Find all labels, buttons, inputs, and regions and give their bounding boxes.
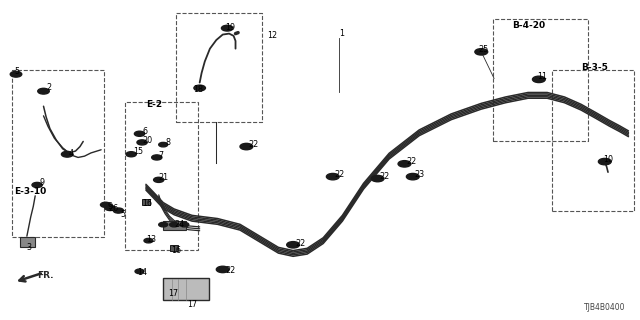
- Text: B-4-20: B-4-20: [512, 21, 545, 30]
- Text: 16: 16: [142, 199, 152, 208]
- Text: 1: 1: [339, 29, 344, 38]
- Text: 9: 9: [40, 178, 45, 187]
- Text: 19: 19: [225, 23, 236, 32]
- Circle shape: [194, 85, 205, 91]
- Circle shape: [371, 175, 384, 182]
- Text: 22: 22: [406, 157, 417, 166]
- Text: 26: 26: [109, 204, 119, 213]
- Circle shape: [144, 238, 153, 243]
- Text: 25: 25: [479, 45, 489, 54]
- Bar: [552, 70, 634, 211]
- Circle shape: [61, 151, 73, 157]
- Text: 22: 22: [225, 266, 236, 275]
- Text: 6: 6: [142, 127, 147, 136]
- Text: 5: 5: [14, 68, 19, 76]
- Text: 8: 8: [165, 138, 170, 147]
- Text: 22: 22: [334, 170, 344, 179]
- Circle shape: [406, 173, 419, 180]
- Text: E-2: E-2: [146, 100, 162, 109]
- Circle shape: [154, 177, 164, 182]
- Circle shape: [100, 202, 111, 207]
- Circle shape: [532, 76, 545, 83]
- Circle shape: [134, 131, 145, 136]
- Bar: [125, 102, 198, 250]
- Circle shape: [475, 49, 488, 55]
- Text: 22: 22: [248, 140, 259, 149]
- Circle shape: [287, 242, 300, 248]
- Bar: [493, 19, 588, 141]
- Text: 22: 22: [296, 239, 306, 248]
- Circle shape: [10, 71, 22, 77]
- Bar: [170, 245, 178, 251]
- Text: 17: 17: [187, 300, 197, 309]
- Text: 4: 4: [69, 149, 74, 158]
- Text: 13: 13: [146, 236, 156, 244]
- Text: 3: 3: [27, 244, 32, 252]
- Text: 14: 14: [138, 268, 148, 277]
- Circle shape: [38, 88, 49, 94]
- Circle shape: [180, 222, 189, 227]
- Text: 10: 10: [603, 156, 613, 164]
- Circle shape: [113, 208, 124, 213]
- Text: 9: 9: [108, 202, 113, 211]
- Text: B-3-5: B-3-5: [581, 63, 608, 72]
- Circle shape: [105, 205, 115, 211]
- Text: 21: 21: [159, 173, 169, 182]
- Circle shape: [216, 266, 229, 273]
- Circle shape: [159, 222, 168, 227]
- Text: 24: 24: [174, 220, 184, 229]
- Circle shape: [598, 158, 611, 165]
- Circle shape: [326, 173, 339, 180]
- Text: 2: 2: [46, 84, 51, 92]
- Text: 20: 20: [142, 136, 152, 145]
- Circle shape: [32, 182, 42, 188]
- Circle shape: [135, 269, 144, 274]
- Circle shape: [152, 155, 162, 160]
- Circle shape: [126, 152, 136, 157]
- Text: 7: 7: [159, 151, 164, 160]
- Circle shape: [240, 143, 253, 150]
- Text: 15: 15: [133, 148, 143, 156]
- Circle shape: [137, 140, 147, 145]
- Text: 12: 12: [268, 31, 278, 40]
- Text: 18: 18: [193, 85, 204, 94]
- Text: 11: 11: [538, 72, 548, 81]
- Circle shape: [170, 222, 179, 227]
- Text: 17: 17: [168, 289, 178, 298]
- Text: 5: 5: [120, 210, 125, 219]
- Bar: [176, 13, 262, 122]
- Bar: [12, 70, 104, 237]
- Text: E-3-10: E-3-10: [14, 187, 46, 196]
- Circle shape: [221, 25, 233, 31]
- Circle shape: [398, 161, 411, 167]
- Text: FR.: FR.: [37, 271, 54, 280]
- Text: 16: 16: [172, 246, 182, 255]
- Bar: [142, 199, 150, 205]
- Bar: [20, 237, 35, 247]
- Text: 22: 22: [379, 172, 389, 181]
- Bar: [163, 221, 186, 230]
- Circle shape: [159, 142, 168, 147]
- Text: TJB4B0400: TJB4B0400: [584, 303, 626, 312]
- Text: 23: 23: [415, 170, 425, 179]
- Bar: [163, 278, 209, 300]
